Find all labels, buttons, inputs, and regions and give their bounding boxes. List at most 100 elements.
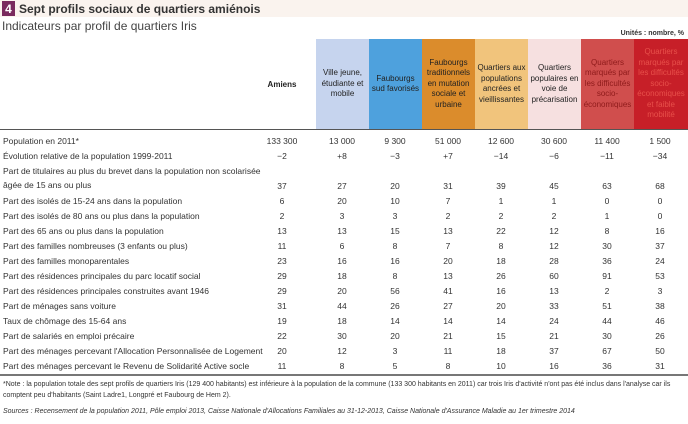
cell-value: 30 — [337, 331, 347, 341]
column-header-profile-3: Faubourgs traditionnels en mutation soci… — [422, 39, 475, 129]
cell-value: 31 — [655, 361, 665, 371]
cell-value: 22 — [277, 331, 287, 341]
column-header-profile-7: Quartiers marqués par les difficultés so… — [634, 39, 688, 129]
cell-value: 3 — [339, 211, 345, 221]
cell-value: 31 — [277, 301, 287, 311]
row-label: Part de titulaires au plus du brevet dan… — [3, 166, 261, 190]
cell-value: 27 — [337, 181, 347, 191]
cell-value: 18 — [496, 256, 506, 266]
cell-value: 51 — [602, 301, 612, 311]
cell-value: 0 — [657, 196, 663, 206]
cell-value: −6 — [549, 151, 559, 161]
cell-value: 44 — [337, 301, 347, 311]
cell-value: 21 — [549, 331, 559, 341]
cell-value: 0 — [657, 211, 663, 221]
cell-value: 26 — [390, 301, 400, 311]
cell-value: 2 — [604, 286, 610, 296]
cell-value: 3 — [657, 286, 663, 296]
row-label: Part des isolés de 15-24 ans dans la pop… — [3, 196, 183, 206]
cell-value: 30 — [602, 331, 612, 341]
cell-value: 33 — [549, 301, 559, 311]
cell-value: 20 — [277, 346, 287, 356]
cell-value: 3 — [392, 211, 398, 221]
cell-value: 46 — [655, 316, 665, 326]
cell-value: 9 300 — [384, 136, 406, 146]
row-label: Part des familles monoparentales — [3, 256, 130, 266]
column-header-profile-5: Quartiers populaires en voie de précaris… — [528, 39, 581, 129]
cell-value: 51 000 — [435, 136, 461, 146]
cell-value: 5 — [392, 361, 398, 371]
cell-value: 38 — [655, 301, 665, 311]
cell-value: 16 — [496, 286, 506, 296]
cell-value: 39 — [496, 181, 506, 191]
cell-value: 16 — [655, 226, 665, 236]
cell-value: 11 — [277, 361, 287, 371]
row-label: Part des familles nombreuses (3 enfants … — [3, 241, 188, 251]
cell-value: 1 — [604, 211, 610, 221]
cell-value: 28 — [549, 256, 559, 266]
cell-value: 20 — [390, 331, 400, 341]
cell-value: +7 — [443, 151, 453, 161]
cell-value: 26 — [496, 271, 506, 281]
cell-value: 14 — [390, 316, 400, 326]
units-label: Unités : nombre, % — [620, 30, 684, 37]
cell-value: 8 — [604, 226, 610, 236]
cell-value: 29 — [277, 271, 287, 281]
column-header-profile-6: Quartiers marqués par les difficultés so… — [581, 39, 634, 129]
cell-value: 56 — [390, 286, 400, 296]
cell-value: −14 — [493, 151, 509, 161]
table-bottom-divider — [0, 374, 688, 376]
row-label: Part des résidences principales du parc … — [3, 271, 201, 281]
cell-value: 37 — [655, 241, 665, 251]
cell-value: 12 — [337, 346, 347, 356]
cell-value: 12 600 — [488, 136, 514, 146]
cell-value: 10 — [496, 361, 506, 371]
cell-value: 30 600 — [541, 136, 567, 146]
figure-title: Sept profils sociaux de quartiers amiéno… — [19, 1, 261, 16]
header-divider — [0, 129, 688, 130]
cell-value: 22 — [496, 226, 506, 236]
cell-value: 20 — [443, 256, 453, 266]
cell-value: 18 — [337, 316, 347, 326]
cell-value: 11 — [277, 241, 287, 251]
cell-value: 68 — [655, 181, 665, 191]
cell-value: 16 — [337, 256, 347, 266]
cell-value: 8 — [339, 361, 345, 371]
cell-value: 37 — [549, 346, 559, 356]
row-label: Part des résidences principales construi… — [3, 286, 210, 296]
figure-subtitle: Indicateurs par profil de quartiers Iris — [2, 19, 197, 33]
cell-value: 31 — [443, 181, 453, 191]
column-header-profile-4: Quartiers aux populations ancrées et vie… — [475, 39, 528, 129]
cell-value: 7 — [445, 241, 451, 251]
cell-value: 26 — [655, 331, 665, 341]
cell-value: 19 — [277, 316, 287, 326]
cell-value: 50 — [655, 346, 665, 356]
cell-value: 27 — [443, 301, 453, 311]
cell-value: 2 — [445, 211, 451, 221]
column-header-profile-2: Faubourgs sud favorisés — [369, 39, 422, 129]
cell-value: 18 — [496, 346, 506, 356]
cell-value: 13 — [443, 226, 453, 236]
cell-value: 13 — [549, 286, 559, 296]
cell-value: 20 — [337, 196, 347, 206]
cell-value: 6 — [339, 241, 345, 251]
row-label: Part des ménages percevant le Revenu de … — [3, 361, 250, 371]
cell-value: 2 — [279, 211, 285, 221]
cell-value: 1 — [551, 196, 557, 206]
cell-value: 12 — [549, 226, 559, 236]
cell-value: −34 — [652, 151, 668, 161]
cell-value: 8 — [498, 241, 504, 251]
row-label: Taux de chômage des 15-64 ans — [3, 316, 127, 326]
cell-value: 12 — [549, 241, 559, 251]
cell-value: 30 — [602, 241, 612, 251]
cell-value: 8 — [445, 361, 451, 371]
row-label: Part de ménages sans voiture — [3, 301, 116, 311]
row-label: Part des isolés de 80 ans ou plus dans l… — [3, 211, 200, 221]
cell-value: 2 — [551, 211, 557, 221]
cell-value: 20 — [337, 286, 347, 296]
cell-value: 1 — [498, 196, 504, 206]
cell-value: 7 — [445, 196, 451, 206]
cell-value: −3 — [390, 151, 400, 161]
cell-value: 11 400 — [594, 136, 620, 146]
cell-value: 45 — [549, 181, 559, 191]
